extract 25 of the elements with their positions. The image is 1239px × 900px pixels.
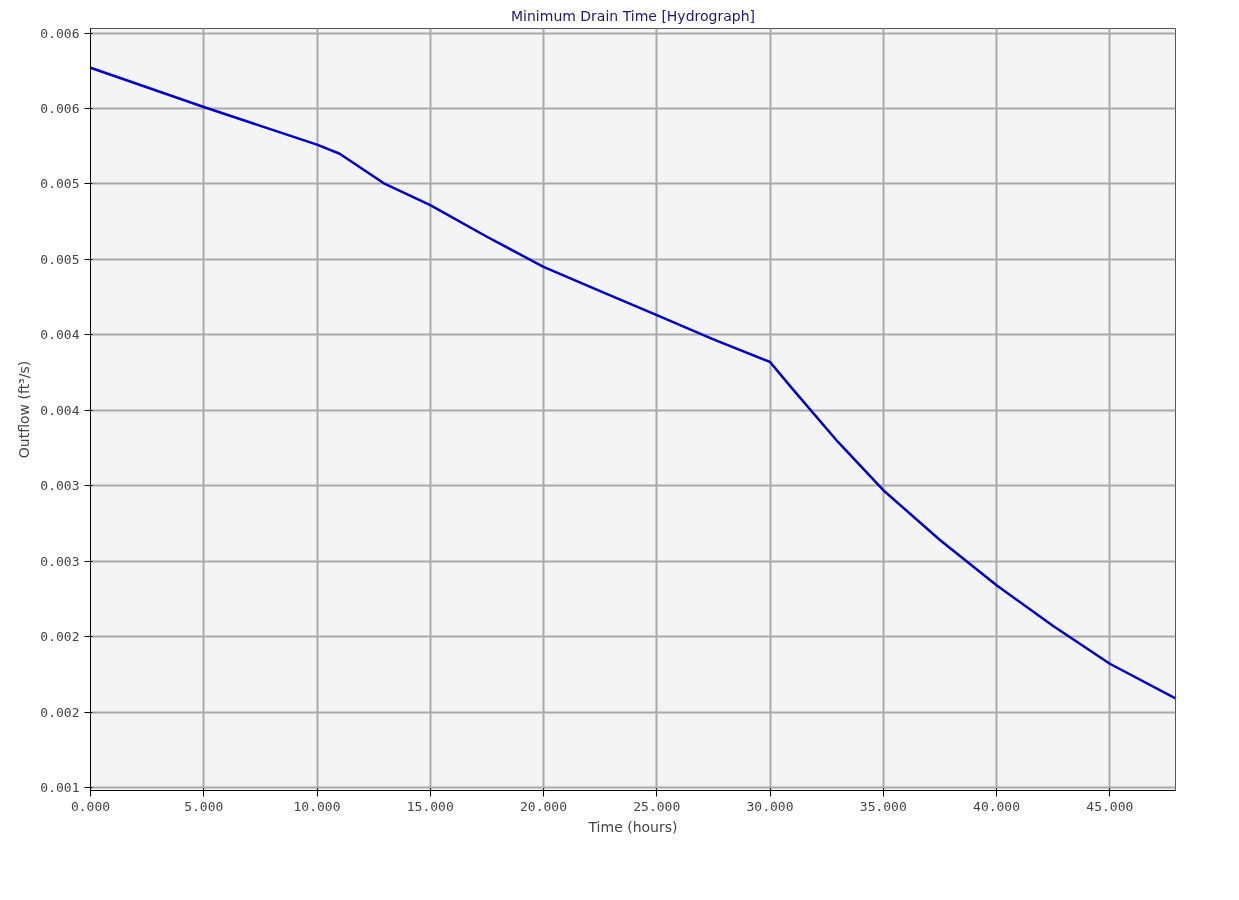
y-tick-label: 0.005 [40,251,80,267]
x-tick-label: 45.000 [1086,798,1134,814]
y-tick-label: 0.001 [40,779,80,795]
x-tick-label: 0.000 [70,798,111,814]
y-tick-label: 0.004 [40,327,80,343]
x-tick-label: 25.000 [633,798,681,814]
y-tick-label: 0.003 [40,478,80,494]
x-axis-title: Time (hours) [587,818,678,835]
y-tick-label: 0.005 [40,176,80,192]
y-tick-label: 0.004 [40,402,80,418]
y-tick-label: 0.002 [40,629,80,645]
line-series [90,66,1176,700]
x-tick-label: 35.000 [859,798,907,814]
chart-title: Minimum Drain Time [Hydrograph] [511,7,756,24]
x-tick-label: 40.000 [973,798,1021,814]
y-tick-label: 0.006 [40,100,80,116]
y-tick-label: 0.002 [40,704,80,720]
x-tick-label: 10.000 [293,798,341,814]
y-axis-title: Outflow (ft³/s) [16,360,33,459]
x-tick-label: 30.000 [746,798,794,814]
y-tick-label: 0.006 [40,25,80,41]
x-tick-label: 20.000 [520,798,568,814]
y-tick-label: 0.003 [40,553,80,569]
x-tick-label: 15.000 [406,798,454,814]
x-tick-label: 5.000 [184,798,224,814]
